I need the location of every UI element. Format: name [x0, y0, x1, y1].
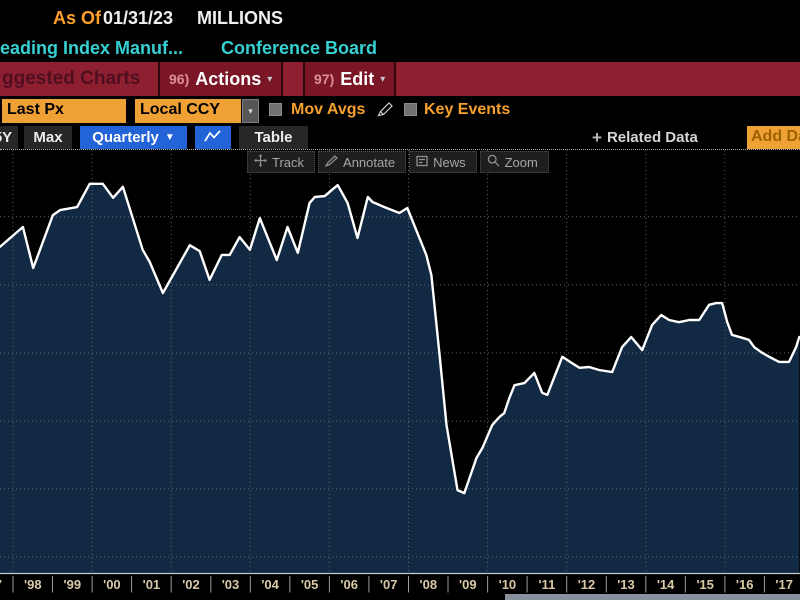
- source-name: Conference Board: [221, 38, 378, 58]
- x-axis-label: '99: [64, 577, 82, 592]
- x-axis-label: '12: [578, 577, 596, 592]
- news-label: News: [433, 154, 466, 170]
- currency-field[interactable]: Local CCY: [135, 99, 241, 123]
- chevron-down-icon: ▾: [267, 73, 273, 85]
- magnifier-icon: [487, 154, 500, 170]
- tab-table[interactable]: Table: [239, 126, 308, 149]
- tab-row-divider: [0, 149, 800, 150]
- related-data-button[interactable]: + Related Data: [592, 126, 698, 149]
- chevron-down-icon: ▾: [380, 73, 386, 85]
- x-axis-label: '05: [301, 577, 319, 592]
- x-axis-label: '04: [261, 577, 279, 592]
- x-axis-label: '17: [775, 577, 793, 592]
- x-axis-label: '15: [696, 577, 714, 592]
- x-axis-label: '03: [222, 577, 240, 592]
- annotate-pencil-icon: [324, 154, 338, 170]
- horizontal-scrollbar-thumb[interactable]: [505, 594, 800, 600]
- actions-shortcut-number: 96): [169, 71, 190, 87]
- units-label: MILLIONS: [197, 8, 283, 28]
- as-of-date: 01/31/23: [103, 8, 174, 28]
- line-chart-icon: [204, 129, 222, 147]
- track-label: Track: [272, 154, 305, 170]
- gridlines: [0, 150, 800, 573]
- chevron-down-icon: ▼: [164, 132, 175, 143]
- x-axis-labels: '97 '98 '99 '00 '01 '02 '03 '04 '05 '06 '07 '08 '09 '…: [0, 577, 793, 592]
- periodicity-value: Quarterly: [92, 129, 159, 146]
- x-axis-label: '13: [617, 577, 635, 592]
- security-name: eading Index Manuf...: [0, 38, 184, 58]
- x-axis-label: '00: [103, 577, 121, 592]
- key-events-label: Key Events: [424, 101, 511, 118]
- x-axis-label: '02: [182, 577, 200, 592]
- last-px-field[interactable]: Last Px: [2, 99, 126, 123]
- x-axis-label: '09: [459, 577, 477, 592]
- x-axis-label: '98: [24, 577, 42, 592]
- price-line: [0, 182, 800, 495]
- area-fill: [0, 183, 800, 573]
- x-axis-ticks: [12, 576, 765, 593]
- chart-type-button[interactable]: [195, 126, 231, 149]
- x-axis-label: '16: [736, 577, 754, 592]
- edit-menu-button[interactable]: 97) Edit ▾: [303, 62, 397, 96]
- x-axis-label: '14: [657, 577, 675, 592]
- edit-shortcut-number: 97): [314, 71, 335, 87]
- menu-bar: ggested Charts 96) Actions ▾ 97) Edit ▾: [0, 62, 800, 96]
- x-axis-label: '11: [538, 577, 555, 592]
- x-axis-label: '97: [0, 577, 2, 592]
- tab-range-max[interactable]: Max: [24, 126, 72, 149]
- plus-icon: +: [592, 127, 602, 147]
- related-data-label: Related Data: [606, 129, 698, 146]
- x-axis-label: '08: [420, 577, 438, 592]
- chart-header-line1: As Of 01/31/23 MILLIONS: [0, 8, 800, 32]
- pencil-icon[interactable]: [377, 102, 395, 122]
- currency-dropdown-button[interactable]: ▾: [242, 99, 259, 123]
- news-icon: [416, 155, 428, 170]
- as-of-label: As Of: [53, 8, 102, 28]
- x-axis-label: '07: [380, 577, 398, 592]
- actions-menu-button[interactable]: 96) Actions ▾: [158, 62, 284, 96]
- zoom-label: Zoom: [504, 154, 538, 170]
- suggested-charts-label[interactable]: ggested Charts: [2, 68, 141, 89]
- x-axis-label: '01: [143, 577, 161, 592]
- track-button[interactable]: Track: [247, 151, 316, 173]
- track-crosshair-icon: [254, 154, 267, 170]
- chart-toolbar: Track Annotate News Zoom: [247, 151, 549, 173]
- edit-menu-label: Edit: [340, 68, 375, 89]
- chart-header-line2: eading Index Manuf... Conference Board: [0, 38, 800, 62]
- mov-avgs-checkbox[interactable]: [269, 103, 282, 116]
- zoom-button[interactable]: Zoom: [479, 151, 549, 173]
- annotate-label: Annotate: [343, 154, 396, 170]
- periodicity-dropdown[interactable]: Quarterly ▼: [80, 126, 187, 149]
- tab-range-5y[interactable]: 5Y: [0, 126, 18, 149]
- x-axis-label: '06: [340, 577, 358, 592]
- annotate-button[interactable]: Annotate: [318, 151, 407, 173]
- mov-avgs-label: Mov Avgs: [291, 101, 366, 118]
- x-axis-label: '10: [499, 577, 517, 592]
- news-button[interactable]: News: [409, 151, 477, 173]
- key-events-checkbox[interactable]: [404, 103, 417, 116]
- add-data-button[interactable]: Add Data: [747, 126, 800, 149]
- actions-menu-label: Actions: [195, 68, 262, 89]
- chevron-down-icon: ▾: [248, 106, 253, 116]
